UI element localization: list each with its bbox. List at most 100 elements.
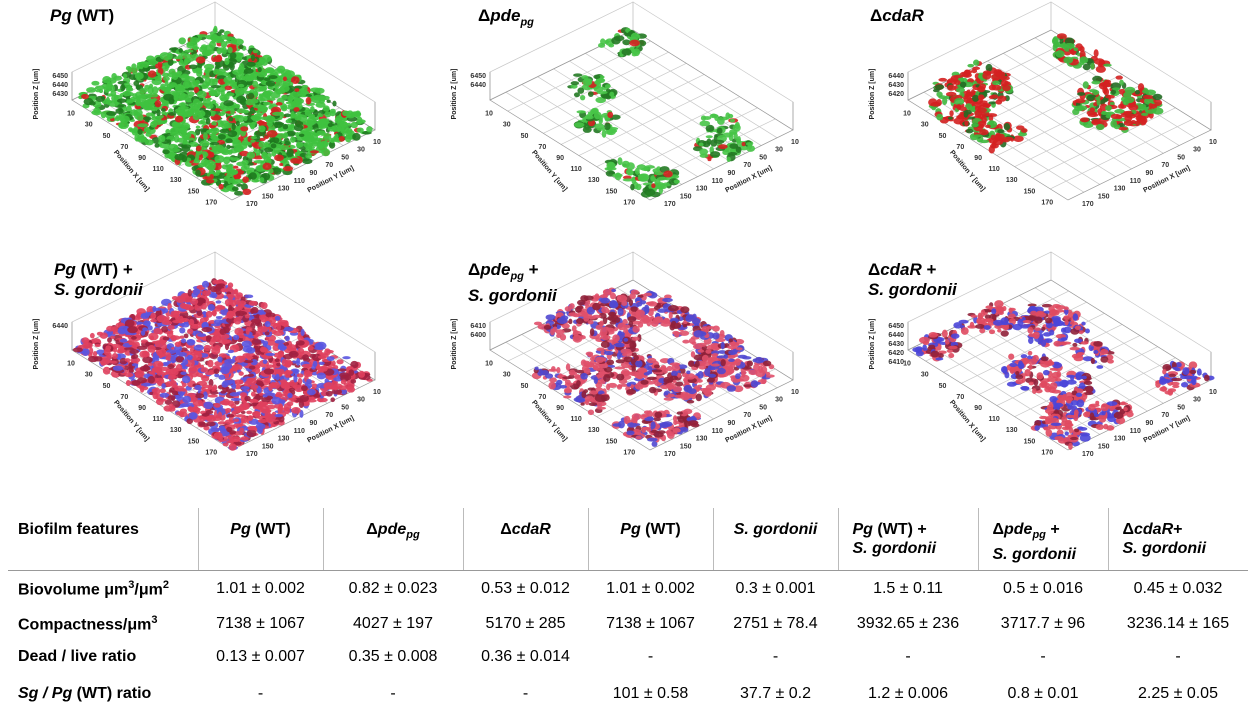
- cell-cluster: [220, 328, 227, 335]
- panel: 644064306420Position Z [um]1010303050507…: [836, 0, 1254, 250]
- cell-cluster: [276, 79, 282, 87]
- cell-cluster: [155, 100, 162, 107]
- cell-cluster: [339, 121, 348, 127]
- y-tick-label: 110: [294, 178, 305, 185]
- cell-cluster: [1055, 50, 1064, 57]
- cell-cluster: [153, 355, 159, 360]
- cell-cluster: [235, 356, 246, 363]
- cell-cluster: [286, 119, 292, 123]
- text-run: Δ: [366, 521, 378, 538]
- text-run: Δ: [500, 521, 512, 538]
- x-tick-label: 70: [120, 394, 128, 401]
- cell-cluster: [125, 358, 131, 362]
- cell-cluster: [246, 356, 253, 359]
- cell-cluster: [265, 412, 271, 418]
- cell-cluster: [218, 435, 223, 442]
- cell-cluster: [1003, 137, 1014, 141]
- cell-cluster: [289, 351, 299, 358]
- cell-cluster: [246, 99, 254, 106]
- cell-cluster: [234, 317, 242, 325]
- cell-cluster: [1083, 81, 1089, 88]
- text-run: S. gordonii: [734, 521, 818, 538]
- cell-cluster: [580, 95, 585, 100]
- cell-cluster: [251, 339, 261, 345]
- cell-cluster: [259, 177, 264, 183]
- text-run: S. gordonii: [993, 546, 1077, 563]
- y-tick-label: 130: [1114, 186, 1126, 193]
- cell-cluster: [224, 359, 235, 365]
- cell-cluster: [91, 81, 99, 86]
- cell-cluster: [189, 366, 197, 371]
- cell-cluster: [275, 316, 281, 321]
- cell-cluster: [995, 100, 1002, 105]
- cell-cluster: [203, 152, 208, 157]
- y-tick-label: 170: [246, 451, 258, 458]
- value-cell: -: [323, 673, 463, 715]
- z-tick-label: 6450: [52, 73, 68, 80]
- cell-cluster: [316, 130, 325, 134]
- cell-cluster: [221, 41, 228, 48]
- cell-cluster: [942, 97, 947, 105]
- cell-cluster: [161, 340, 166, 345]
- cell-cluster: [598, 43, 605, 48]
- cell-cluster: [263, 359, 268, 364]
- text-run: cdaR: [882, 6, 924, 25]
- cell-cluster: [217, 356, 222, 362]
- value-cell: 0.36 ± 0.014: [463, 641, 588, 673]
- cell-cluster: [302, 354, 309, 360]
- cell-cluster: [264, 379, 271, 383]
- cell-cluster: [203, 132, 208, 140]
- cell-cluster: [1112, 87, 1120, 90]
- cell-cluster: [227, 170, 238, 175]
- cell-cluster: [157, 315, 167, 322]
- cell-cluster: [252, 81, 258, 88]
- cell-cluster: [261, 152, 268, 159]
- cell-cluster: [1013, 135, 1024, 141]
- cell-cluster: [316, 342, 327, 350]
- text-run: (WT) +: [76, 260, 133, 279]
- cell-cluster: [960, 82, 967, 88]
- cell-cluster: [230, 157, 239, 161]
- text-run: 2: [163, 579, 169, 591]
- cell-cluster: [153, 328, 162, 334]
- cell-cluster: [151, 116, 162, 121]
- header-cell: Pg (WT): [198, 508, 323, 571]
- z-tick-label: 6440: [52, 82, 68, 89]
- cell-cluster: [194, 385, 202, 390]
- cell-cluster: [305, 154, 312, 159]
- cell-cluster: [279, 163, 283, 166]
- cell-cluster: [229, 443, 237, 451]
- cell-cluster: [966, 129, 973, 134]
- cell-cluster: [1091, 81, 1100, 85]
- cell-cluster: [729, 143, 738, 149]
- biofilm: [73, 278, 373, 451]
- value-cell: 1.5 ± 0.11: [838, 571, 978, 607]
- cell-cluster: [231, 398, 241, 401]
- cell-cluster: [223, 442, 229, 446]
- cell-cluster: [698, 349, 704, 352]
- cell-cluster: [1079, 56, 1088, 63]
- cell-cluster: [1096, 66, 1106, 73]
- cell-cluster: [617, 157, 622, 165]
- cell-cluster: [728, 350, 737, 355]
- cell-cluster: [156, 398, 164, 405]
- cell-cluster: [167, 52, 173, 59]
- cell-cluster: [225, 408, 231, 413]
- cell-cluster: [107, 337, 112, 342]
- cell-cluster: [330, 139, 334, 143]
- text-run: Sg / Pg: [18, 685, 72, 702]
- cell-cluster: [195, 170, 201, 177]
- cell-cluster: [137, 123, 148, 127]
- cell-cluster: [214, 374, 219, 378]
- cell-cluster: [737, 136, 741, 142]
- cell-cluster: [246, 429, 256, 437]
- cell-cluster: [284, 363, 291, 367]
- cell-cluster: [966, 90, 971, 97]
- cell-cluster: [176, 110, 185, 116]
- value-cell: 2751 ± 78.4: [713, 607, 838, 641]
- cell-cluster: [594, 112, 602, 120]
- cell-cluster: [251, 54, 255, 61]
- cell-cluster: [707, 157, 711, 161]
- cell-cluster: [195, 152, 199, 159]
- cell-cluster: [755, 357, 764, 364]
